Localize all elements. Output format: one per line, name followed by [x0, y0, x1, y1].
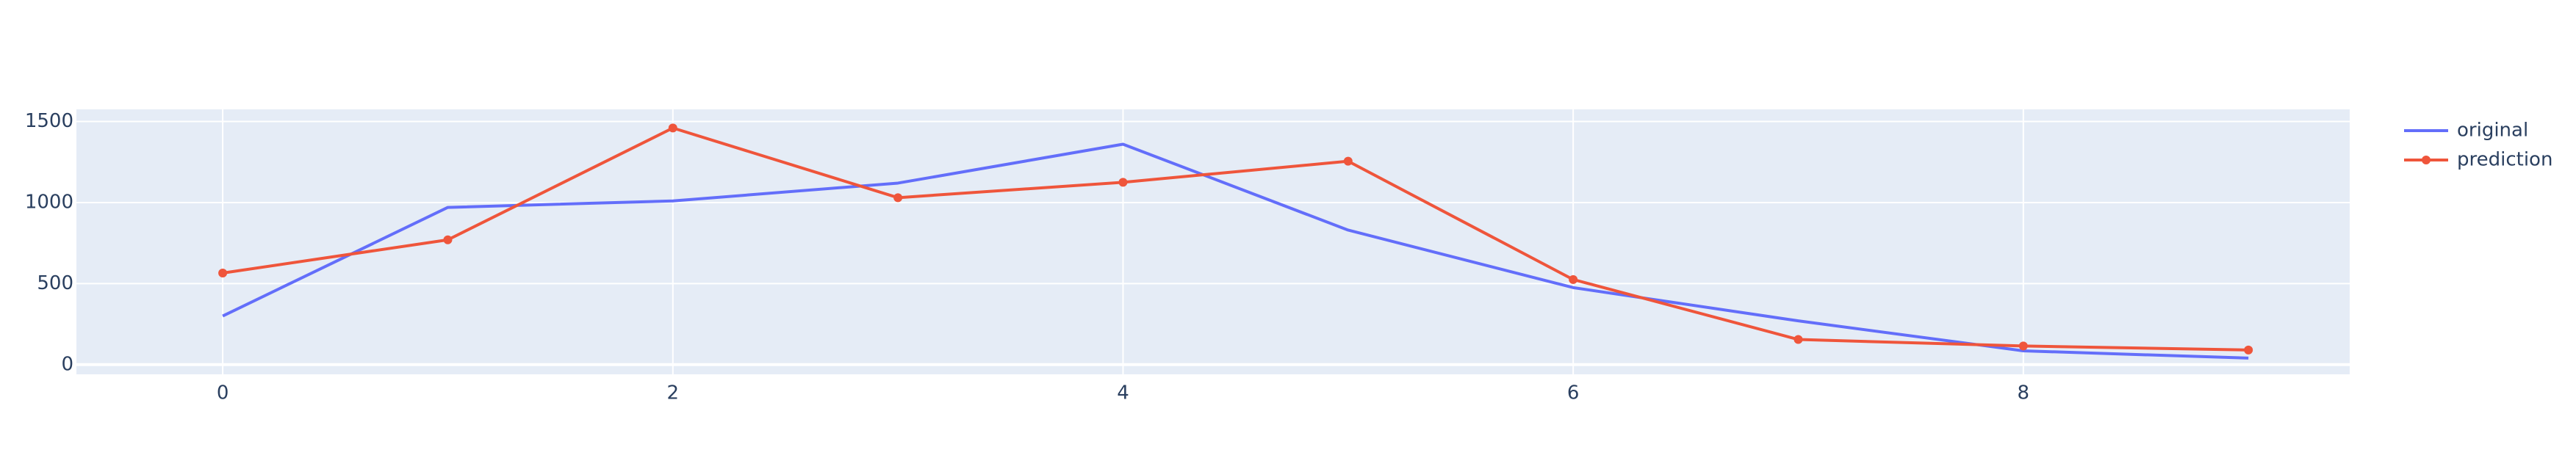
data-point-prediction[interactable]	[1118, 178, 1128, 187]
legend-label: prediction	[2457, 149, 2552, 171]
x-tick-label: 6	[1567, 382, 1580, 404]
legend[interactable]: original prediction	[2404, 120, 2552, 171]
legend-item-prediction[interactable]: prediction	[2404, 149, 2552, 171]
data-point-prediction[interactable]	[2018, 341, 2028, 351]
legend-item-original[interactable]: original	[2404, 120, 2528, 142]
series-line-original	[222, 142, 2249, 360]
x-tick-label: 4	[1117, 382, 1129, 404]
chart-series	[218, 123, 2253, 360]
plot-background	[76, 109, 2350, 374]
data-point-prediction[interactable]	[1794, 335, 1803, 344]
data-point-prediction[interactable]	[2244, 345, 2253, 355]
x-tick-label: 2	[667, 382, 680, 404]
data-point-prediction[interactable]	[443, 235, 453, 244]
y-tick-label: 0	[61, 353, 73, 375]
data-point-prediction[interactable]	[1569, 275, 1578, 284]
data-point-prediction[interactable]	[1343, 156, 1353, 166]
gridlines	[76, 109, 2350, 374]
data-point-prediction[interactable]	[218, 269, 228, 278]
legend-marker	[2422, 156, 2431, 164]
data-point-prediction[interactable]	[893, 193, 903, 203]
data-point-prediction[interactable]	[668, 123, 677, 133]
y-tick-label: 500	[37, 272, 73, 294]
y-tick-label: 1000	[25, 191, 73, 213]
axis-tick-labels: 0 2 4 6 8 0 500 1000 1500	[25, 110, 2029, 404]
x-tick-label: 0	[217, 382, 229, 404]
series-line-prediction	[222, 126, 2249, 352]
series-original	[222, 142, 2249, 360]
x-tick-label: 8	[2018, 382, 2030, 404]
series-prediction	[218, 123, 2253, 355]
y-tick-label: 1500	[25, 110, 73, 132]
legend-label: original	[2457, 120, 2528, 142]
